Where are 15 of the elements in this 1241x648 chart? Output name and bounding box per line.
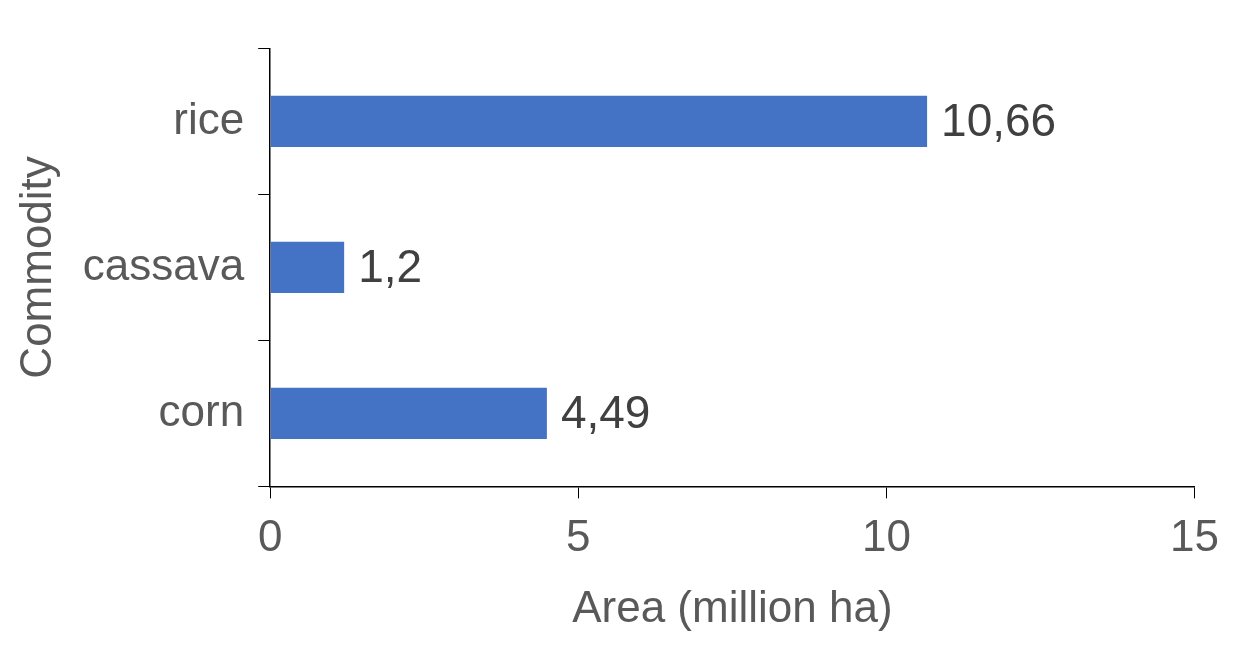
x-axis-title: Area (million ha) xyxy=(572,581,893,631)
x-tick-label: 0 xyxy=(257,510,283,560)
x-tick-label: 10 xyxy=(861,510,911,560)
bar xyxy=(270,95,928,147)
y-tick-label: corn xyxy=(158,385,245,435)
x-tick-label: 5 xyxy=(566,510,591,560)
bar xyxy=(270,387,547,439)
data-label: 10,66 xyxy=(941,94,1057,147)
data-label: 4,49 xyxy=(560,386,651,439)
bar xyxy=(270,241,345,293)
y-tick-label: rice xyxy=(173,93,245,143)
y-axis-title: Commodity xyxy=(10,156,60,379)
y-tick-label: cassava xyxy=(82,239,245,289)
data-label: 1,2 xyxy=(358,240,423,293)
x-tick-label: 15 xyxy=(1170,510,1220,560)
